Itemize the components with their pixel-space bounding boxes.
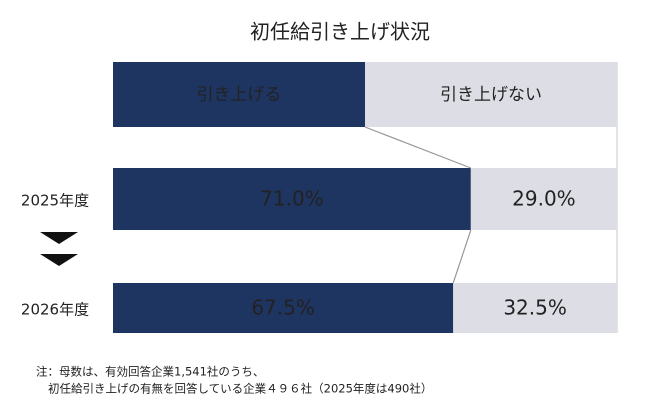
chart-title: 初任給引き上げ状況: [250, 20, 430, 44]
arrow-icon: [40, 254, 78, 266]
note: 初任給引き上げの有無を回答している企業４９６社（2025年度は490社）: [48, 382, 432, 396]
legend-label: 引き上げる: [197, 85, 282, 105]
connector-line: [364, 126, 472, 169]
category-label: 2025年度: [21, 192, 89, 210]
legend-swatch: [365, 62, 617, 127]
note: 注：母数は、有効回答企業1,541社のうち、: [36, 365, 264, 379]
bar-segment: [453, 283, 617, 333]
bar-segment: [113, 168, 471, 230]
bar-segment: [470, 168, 617, 230]
connector-line: [452, 229, 472, 284]
value-label: 32.5%: [503, 296, 567, 320]
value-label: 29.0%: [512, 187, 576, 211]
legend-label: 引き上げない: [440, 85, 542, 105]
value-label: 71.0%: [260, 187, 324, 211]
arrow-icon: [40, 232, 78, 244]
value-label: 67.5%: [251, 296, 315, 320]
category-label: 2026年度: [21, 301, 89, 319]
bar-segment: [113, 283, 454, 333]
legend-swatch: [113, 62, 365, 127]
